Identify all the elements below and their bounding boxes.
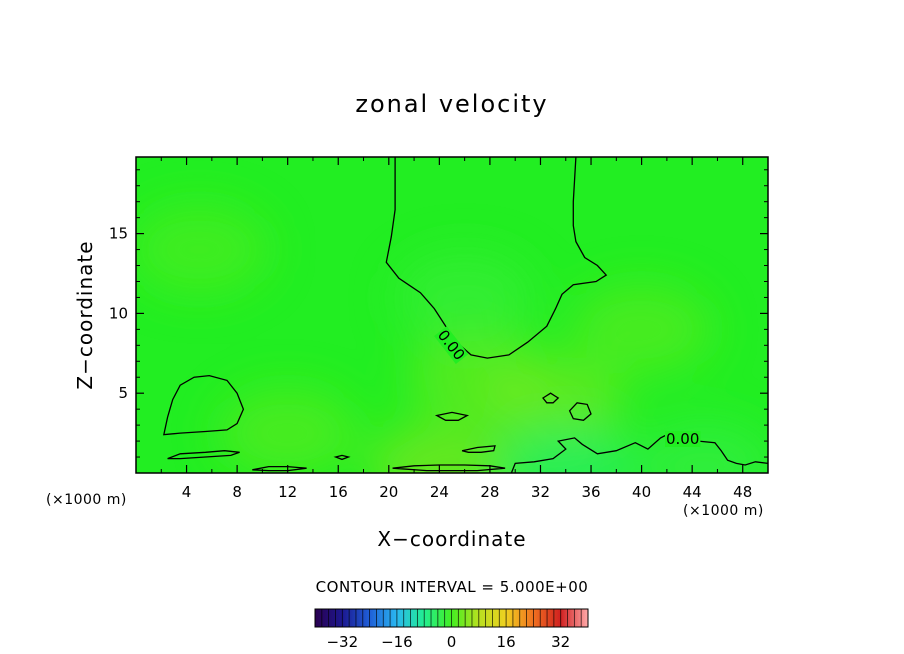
contour-line <box>510 434 768 473</box>
colorbar: −32 −16 0 16 32 <box>314 608 589 651</box>
x-tick-label: 12 <box>278 483 297 501</box>
velocity-patch <box>217 388 358 473</box>
y-tick-label: 5 <box>118 384 128 402</box>
contour-line <box>333 454 351 461</box>
x-tick-label: 8 <box>232 483 242 501</box>
contour-line <box>461 445 496 453</box>
contour-line <box>162 374 245 436</box>
contour-label: 0.00 <box>665 430 701 448</box>
plot-frame <box>135 156 769 474</box>
velocity-patch <box>369 421 510 473</box>
contour-label-halo <box>434 326 469 364</box>
x-tick-label: 16 <box>329 483 348 501</box>
x-tick-label: 44 <box>683 483 702 501</box>
velocity-patch <box>483 356 624 447</box>
velocity-patch <box>571 284 712 375</box>
x-tick-label: 24 <box>430 483 449 501</box>
x-tick-label: 40 <box>632 483 651 501</box>
y-tick-label: 15 <box>109 225 128 243</box>
colorbar-tick-label: −16 <box>381 633 413 651</box>
x-tick-label: 4 <box>182 483 192 501</box>
contour-line <box>542 392 560 404</box>
colorbar-tick-label: 32 <box>551 633 570 651</box>
colorbar-tick-label: 0 <box>447 633 457 651</box>
y-axis-label: Z−coordinate <box>73 240 97 389</box>
colorbar-frame <box>314 608 589 628</box>
contour-line <box>385 157 608 359</box>
x-unit-label-right: (×1000 m) <box>683 503 764 519</box>
x-tick-label: 20 <box>379 483 398 501</box>
contour-label-halo <box>665 431 701 447</box>
contour-line <box>434 411 470 421</box>
x-tick-label: 48 <box>733 483 752 501</box>
contour-line <box>568 402 592 421</box>
contour-line <box>252 465 307 472</box>
x-tick-label: 28 <box>480 483 499 501</box>
x-tick-label: 32 <box>531 483 550 501</box>
chart-title: zonal velocity <box>355 90 548 118</box>
colorbar-tick-label: 16 <box>497 633 516 651</box>
svg-text:0.00: 0.00 <box>666 430 699 448</box>
colorbar-tick-label: −32 <box>326 633 358 651</box>
y-axis: 5 10 15 <box>109 169 768 458</box>
x-unit-label-left: (×1000 m) <box>46 492 127 508</box>
y-tick-label: 10 <box>109 304 128 322</box>
contour-line <box>167 450 240 460</box>
velocity-patch <box>136 204 270 295</box>
contour-interval-text: CONTOUR INTERVAL = 5.000E+00 <box>316 578 589 596</box>
x-axis: 4 8 12 16 20 24 28 32 36 40 44 48 <box>160 157 752 501</box>
plot-area: 0.00 0.00 <box>135 156 769 474</box>
velocity-patch <box>495 423 636 473</box>
x-axis-label: X−coordinate <box>377 527 526 551</box>
x-tick-label: 36 <box>581 483 600 501</box>
velocity-patch <box>394 252 535 343</box>
velocity-patch <box>634 421 768 473</box>
